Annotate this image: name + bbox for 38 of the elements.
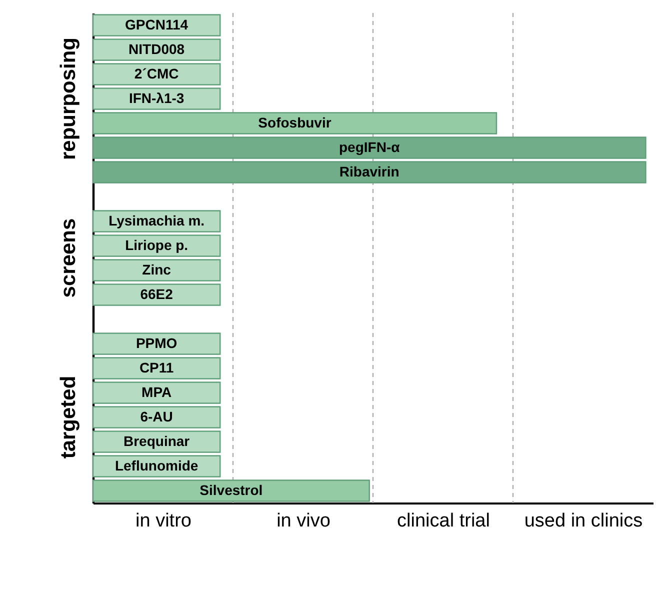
y-tick-label: Sofosbuvir [258, 114, 332, 130]
bar [92, 382, 221, 404]
y-tick-label: NITD008 [128, 40, 185, 57]
y-tick-label: pegIFN-α [339, 138, 400, 155]
y-tick-label: Ribavirin [339, 163, 400, 180]
text: repurposing [57, 37, 80, 160]
bar [92, 259, 221, 282]
text: in vitro [136, 510, 192, 532]
bar [92, 284, 221, 306]
text: in vivo [276, 510, 330, 532]
bar [92, 161, 646, 184]
bar [92, 234, 221, 257]
bar [92, 480, 370, 502]
y-tick-label: MPA [142, 384, 172, 400]
y-tick-label: Zinc [142, 261, 172, 278]
y-tick-label: IFN-λ1-3 [128, 90, 184, 106]
text: targeted [57, 376, 80, 459]
bar [92, 332, 221, 355]
bar [92, 136, 646, 159]
bar [92, 406, 221, 428]
y-tick-label: Leflunomide [114, 457, 198, 474]
bar [92, 88, 221, 110]
y-tick-label: Liriope p. [125, 236, 188, 253]
text: screens [57, 218, 80, 298]
y-tick-label: Silvestrol [200, 482, 263, 498]
bar [92, 63, 221, 86]
bar [92, 112, 498, 134]
y-tick-label: 2´CMC [134, 65, 179, 82]
text: used in clinics [524, 510, 643, 532]
y-tick-label: 6-AU [140, 408, 173, 424]
y-tick-label: GPCN114 [125, 16, 188, 32]
text: clinical trial [397, 510, 490, 532]
y-tick-label: Lysimachia m. [108, 212, 205, 228]
bar [92, 357, 221, 380]
y-tick-label: PPMO [136, 334, 178, 351]
y-tick-label: 66E2 [140, 286, 174, 302]
y-tick-label: Brequinar [124, 432, 190, 449]
y-tick-label: CP11 [139, 359, 174, 376]
